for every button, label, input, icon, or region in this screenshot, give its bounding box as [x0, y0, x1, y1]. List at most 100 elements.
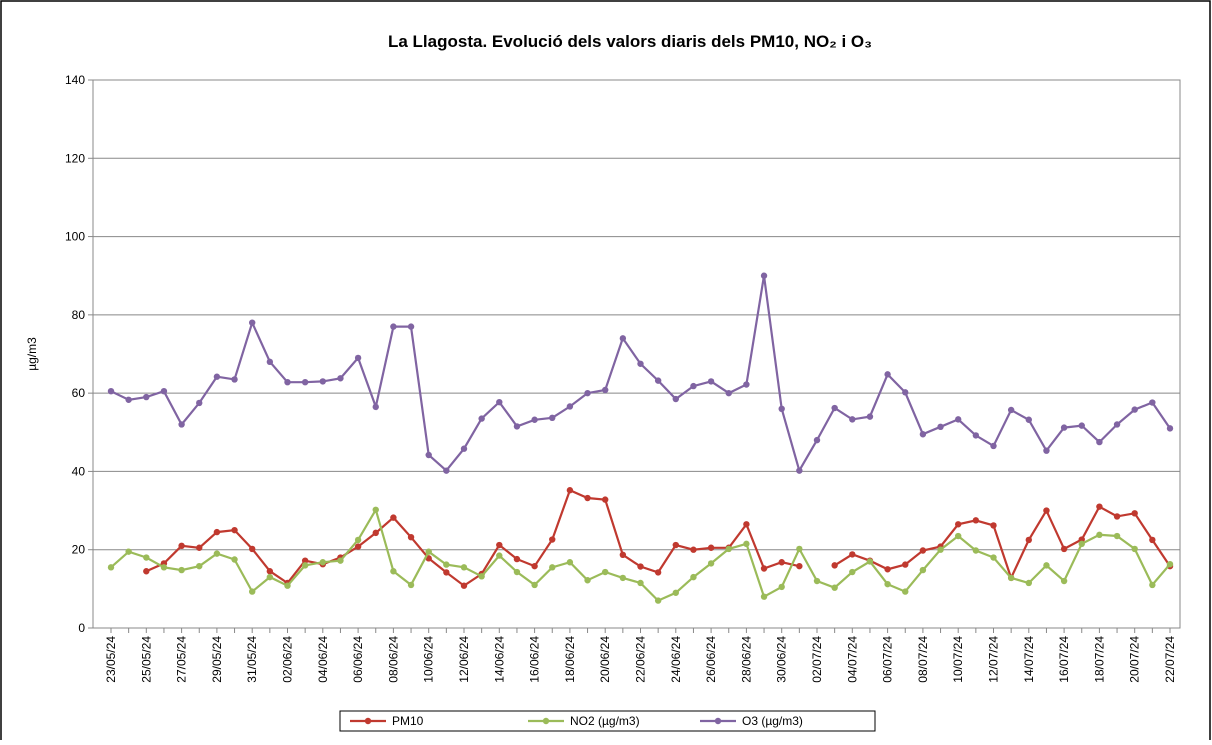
x-tick-label: 16/06/24	[528, 636, 542, 683]
data-point	[937, 546, 944, 553]
data-point	[637, 360, 644, 367]
data-point	[231, 376, 238, 383]
data-point	[125, 396, 132, 403]
x-tick-label: 28/06/24	[739, 636, 753, 683]
data-point	[566, 487, 574, 494]
x-tick-label: 10/06/24	[422, 636, 436, 683]
data-point	[902, 588, 909, 595]
data-point	[1113, 513, 1121, 520]
data-point	[319, 378, 326, 385]
data-point	[990, 522, 997, 529]
data-point	[549, 536, 556, 543]
data-point	[1025, 536, 1033, 544]
x-tick-label: 22/06/24	[634, 636, 648, 683]
x-tick-label: 14/07/24	[1022, 636, 1036, 683]
data-point	[972, 547, 980, 554]
x-tick-label: 29/05/24	[210, 636, 224, 683]
data-point	[460, 582, 468, 589]
data-point	[849, 551, 856, 558]
data-point	[407, 323, 415, 330]
x-tick-label: 14/06/24	[492, 636, 506, 683]
x-tick-label: 27/05/24	[175, 636, 189, 683]
data-point	[1166, 560, 1174, 568]
data-point	[602, 496, 609, 503]
data-point	[372, 506, 379, 513]
y-tick-label: 40	[72, 464, 86, 478]
data-point	[937, 423, 944, 431]
data-point	[654, 377, 662, 384]
data-point	[513, 423, 521, 430]
data-point	[443, 561, 450, 568]
data-point	[619, 551, 627, 559]
data-point	[990, 554, 997, 561]
data-point	[143, 393, 150, 401]
data-point	[178, 421, 185, 428]
data-point	[955, 521, 962, 528]
data-point	[972, 432, 980, 439]
data-point	[902, 561, 909, 568]
plot-area	[92, 79, 1181, 629]
data-point	[337, 375, 344, 382]
x-tick-label: 08/07/24	[916, 636, 930, 683]
x-tick-label: 06/07/24	[881, 636, 895, 683]
data-point	[443, 467, 450, 474]
data-point	[249, 588, 256, 595]
data-point	[866, 413, 874, 420]
data-point	[919, 566, 927, 574]
data-point	[266, 573, 274, 581]
data-point	[760, 565, 768, 572]
data-point	[1007, 406, 1015, 414]
data-point	[266, 568, 274, 575]
y-tick-label: 100	[65, 230, 85, 244]
data-point	[354, 536, 362, 544]
legend-label: O3 (µg/m3)	[742, 714, 803, 728]
data-point	[513, 555, 521, 563]
data-point	[955, 416, 962, 423]
data-point	[707, 378, 715, 385]
x-tick-label: 10/07/24	[951, 636, 965, 683]
data-point	[213, 550, 221, 557]
legend-box	[339, 710, 876, 732]
data-point	[496, 398, 503, 406]
data-point	[1060, 424, 1068, 431]
data-point	[796, 562, 803, 570]
legend-marker	[364, 717, 372, 725]
data-point	[619, 335, 627, 342]
data-point	[1007, 574, 1015, 582]
x-tick-label: 02/06/24	[281, 636, 295, 683]
data-point	[1025, 416, 1033, 423]
data-point	[160, 564, 168, 571]
data-point	[584, 577, 591, 584]
data-point	[584, 494, 591, 502]
x-tick-label: 30/06/24	[775, 636, 789, 683]
legend-marker	[542, 717, 550, 725]
data-point	[125, 548, 132, 555]
data-point	[725, 389, 732, 397]
data-point	[549, 564, 556, 571]
x-tick-label: 02/07/24	[810, 636, 824, 683]
data-point	[1096, 531, 1103, 539]
data-point	[196, 562, 203, 570]
data-point	[743, 540, 750, 548]
x-tick-label: 12/07/24	[987, 636, 1001, 683]
y-tick-label: 0	[78, 621, 85, 635]
data-point	[584, 389, 591, 397]
data-point	[496, 552, 503, 559]
data-point	[531, 416, 538, 423]
x-tick-label: 26/06/24	[704, 636, 718, 683]
data-point	[690, 573, 697, 581]
data-point	[707, 560, 715, 567]
data-point	[443, 569, 450, 576]
data-point	[866, 558, 874, 565]
data-point	[1025, 579, 1033, 587]
data-point	[990, 442, 997, 450]
data-point	[1043, 562, 1050, 569]
data-point	[1096, 438, 1103, 446]
data-point	[796, 467, 803, 474]
x-tick-label: 31/05/24	[245, 636, 259, 683]
x-tick-label: 20/07/24	[1128, 636, 1142, 683]
data-point	[390, 568, 397, 575]
x-tick-label: 06/06/24	[351, 636, 365, 683]
x-tick-label: 18/06/24	[563, 636, 577, 683]
